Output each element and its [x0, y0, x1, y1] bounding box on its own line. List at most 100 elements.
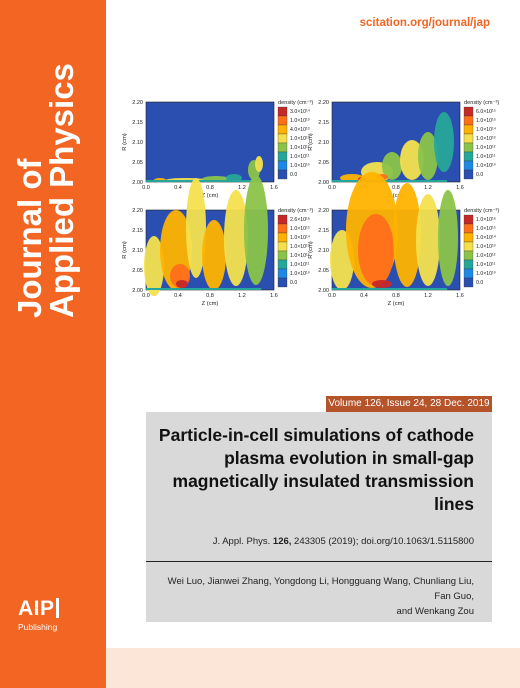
legend-label: 1.0×10¹¹ [290, 262, 310, 268]
x-tick-label: 0.8 [392, 185, 400, 191]
journal-title-line2: Applied Physics [43, 63, 80, 318]
citation-doi: 243305 (2019); doi.org/10.1063/1.5115800 [294, 536, 474, 547]
legend-swatch [277, 214, 288, 225]
legend-swatch [463, 223, 474, 234]
y-tick-label: 2.00 [132, 288, 143, 294]
x-axis-title: Z (cm) [388, 193, 405, 199]
plasma-contour-region [438, 190, 458, 286]
journal-side-band: Journal of Applied Physics AIP Publishin… [0, 0, 106, 688]
legend-label: 3.0×10¹⁴ [290, 109, 310, 115]
legend-swatch [277, 106, 288, 117]
legend-swatch [277, 151, 288, 162]
legend-swatch [277, 232, 288, 243]
x-tick-label: 1.6 [456, 185, 464, 191]
legend-label: 1.0×10¹² [290, 145, 310, 151]
legend-label: 0.0 [476, 280, 483, 286]
legend-swatch [277, 241, 288, 252]
y-tick-label: 2.00 [132, 180, 143, 186]
y-tick-label: 2.05 [132, 160, 143, 166]
plasma-contour-region [416, 194, 440, 286]
x-tick-label: 0.0 [328, 293, 336, 299]
aip-publishing-logo: AIP Publishing [18, 598, 70, 632]
authors-line2: and Wenkang Zou [396, 606, 474, 617]
legend-label: 1.0×10¹² [290, 253, 310, 259]
journal-url-link[interactable]: scitation.org/journal/jap [359, 17, 490, 29]
legend-swatch [463, 277, 474, 288]
y-tick-label: 2.15 [132, 228, 143, 234]
legend-swatch [463, 133, 474, 144]
legend-label: 1.0×10¹⁰ [476, 271, 496, 277]
legend-swatch [463, 160, 474, 171]
legend-label: 1.0×10¹³ [290, 118, 310, 124]
legend-swatch [277, 142, 288, 153]
legend-label: 1.0×10¹² [476, 145, 496, 151]
legend-label: 1.0×10¹⁴ [476, 127, 496, 133]
y-axis-title: R (cm) [122, 241, 128, 258]
cathode-layer [332, 288, 448, 290]
x-tick-label: 0.8 [206, 185, 214, 191]
legend-swatch [463, 259, 474, 270]
x-axis-title: Z (cm) [388, 301, 405, 307]
legend-swatch [463, 169, 474, 180]
article-divider [146, 561, 492, 562]
y-tick-label: 2.05 [318, 268, 329, 274]
x-tick-label: 0.8 [392, 293, 400, 299]
plasma-contour-region [434, 112, 454, 172]
legend-label: 1.0×10¹⁰ [290, 271, 310, 277]
legend-label: 1.0×10¹¹ [476, 154, 496, 160]
legend-label: 1.0×10¹⁰ [290, 163, 310, 169]
legend-swatch [463, 214, 474, 225]
plasma-contour-region [358, 214, 394, 286]
y-tick-label: 2.05 [318, 160, 329, 166]
legend-swatch [277, 115, 288, 126]
legend-swatch [463, 268, 474, 279]
legend-label: 0.0 [476, 172, 483, 178]
plasma-contour-region [224, 190, 248, 286]
volume-issue-bar: Volume 126, Issue 24, 28 Dec. 2019 [326, 396, 492, 412]
plasma-contour-region [144, 236, 164, 296]
legend-label: 1.0×10¹⁴ [290, 235, 310, 241]
legend-label: 6.0×10¹⁵ [476, 109, 496, 115]
aip-logo-text: AIP [18, 597, 55, 620]
y-tick-label: 2.00 [318, 180, 329, 186]
x-tick-label: 0.4 [174, 185, 182, 191]
legend-label: 1.0×10¹¹ [476, 262, 496, 268]
citation-journal: J. Appl. Phys. [212, 536, 271, 547]
legend-swatch [463, 250, 474, 261]
legend-label: 1.0×10¹³ [476, 136, 496, 142]
legend-swatch [277, 160, 288, 171]
plasma-contour-region [393, 183, 421, 287]
plasma-contour-region [418, 132, 438, 180]
article-info-box: Particle-in-cell simulations of cathode … [146, 412, 492, 622]
y-tick-label: 2.10 [318, 140, 329, 146]
legend-swatch [463, 232, 474, 243]
cathode-layer [332, 180, 448, 182]
x-tick-label: 0.0 [142, 185, 150, 191]
cathode-layer [146, 180, 262, 182]
legend-swatch [277, 259, 288, 270]
cathode-layer [146, 288, 262, 290]
legend-swatch [463, 142, 474, 153]
journal-title: Journal of Applied Physics [11, 18, 80, 318]
density-contour-plot: 2.202.152.102.052.000.00.40.81.21.6Z (cm… [308, 100, 499, 199]
legend-label: 1.0×10¹¹ [290, 154, 310, 160]
x-axis-title: Z (cm) [202, 193, 219, 199]
x-tick-label: 1.2 [424, 185, 432, 191]
legend-swatch [277, 223, 288, 234]
plasma-contour-region [244, 175, 268, 285]
legend-label: 1.0×10¹² [476, 253, 496, 259]
article-authors: Wei Luo, Jianwei Zhang, Yongdong Li, Hon… [154, 574, 474, 619]
legend-label: 0.0 [290, 280, 297, 286]
legend-swatch [277, 124, 288, 135]
legend-title: density (cm⁻³) [464, 208, 499, 214]
y-tick-label: 2.05 [132, 268, 143, 274]
figure-panel-2: 2.202.152.102.052.000.00.40.81.21.6Z (cm… [306, 96, 516, 209]
legend-label: 2.6×10¹⁶ [290, 217, 310, 223]
legend-swatch [277, 277, 288, 288]
x-tick-label: 1.2 [424, 293, 432, 299]
legend-title: density (cm⁻³) [278, 208, 313, 214]
x-tick-label: 1.6 [456, 293, 464, 299]
article-title: Particle-in-cell simulations of cathode … [158, 425, 474, 514]
